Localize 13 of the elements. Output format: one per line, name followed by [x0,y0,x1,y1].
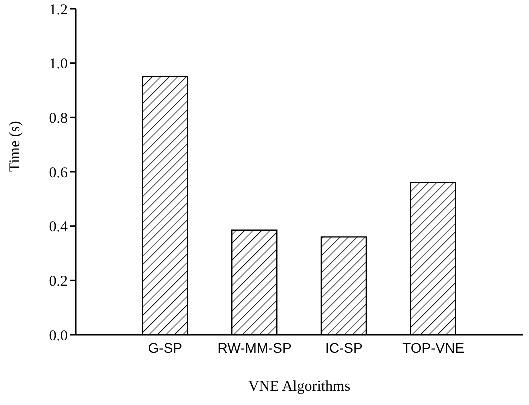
y-tick-label: 1.2 [49,2,68,18]
y-tick-label: 0.0 [49,328,68,344]
x-tick-label: IC-SP [326,340,363,356]
y-tick-label: 0.4 [49,220,68,236]
x-tick-label: TOP-VNE [402,340,465,356]
x-tick-label: RW-MM-SP [218,340,292,356]
y-tick-label: 0.6 [49,165,68,182]
y-axis-title: Time (s) [7,121,24,172]
y-tick-label: 0.2 [49,274,68,290]
x-tick-label: G-SP [148,340,183,356]
x-axis-title: VNE Algorithms [248,379,351,395]
y-tick-label: 0.8 [49,110,68,127]
y-tick-label: 1.0 [49,56,68,73]
